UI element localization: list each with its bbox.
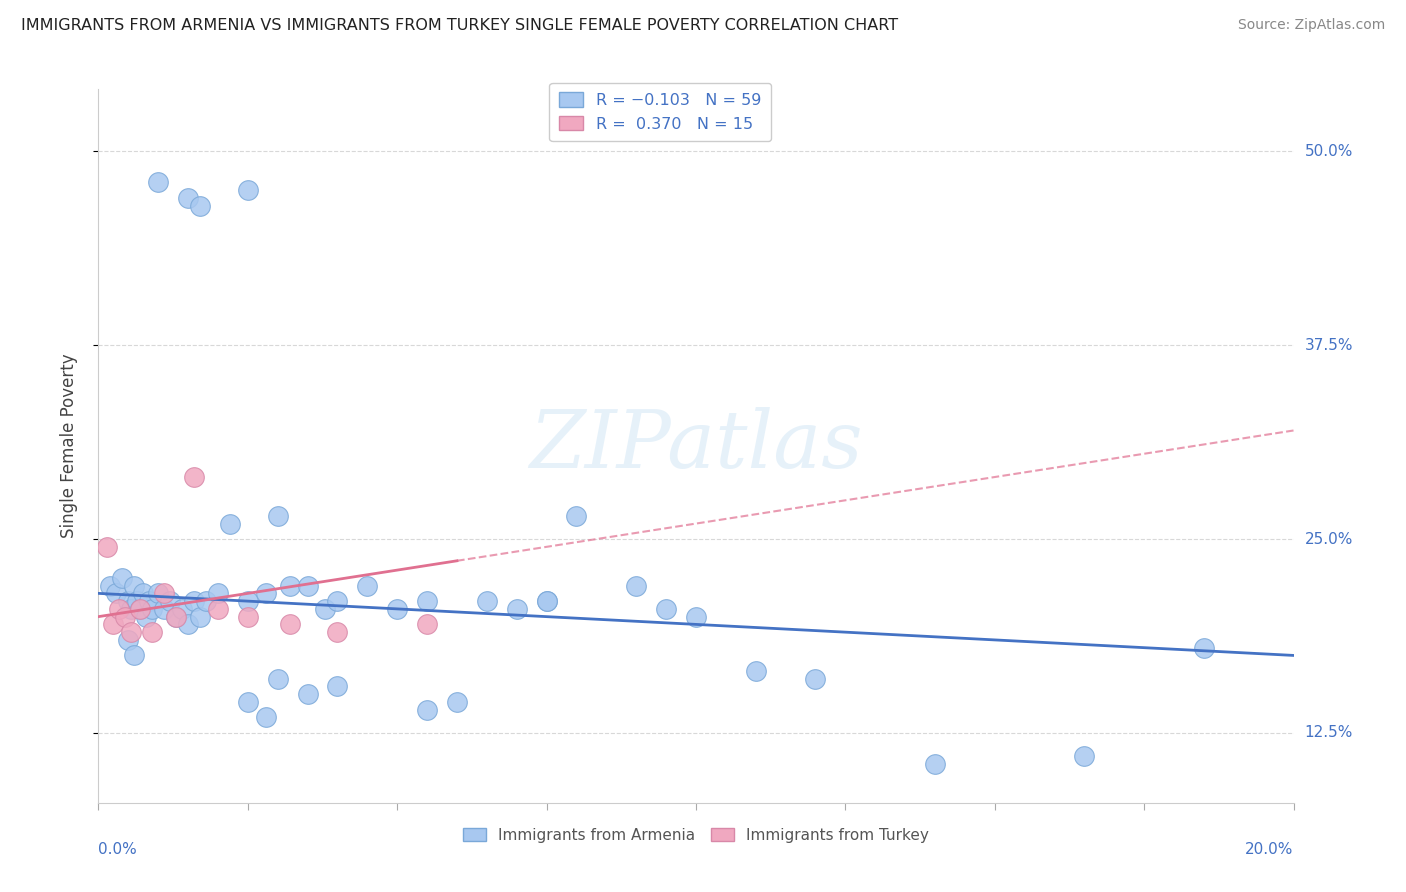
Point xyxy=(183,594,205,608)
Point xyxy=(1192,640,1215,655)
Point xyxy=(446,695,468,709)
Point xyxy=(117,594,139,608)
Point xyxy=(153,602,176,616)
Point xyxy=(117,632,139,647)
Point xyxy=(124,648,146,663)
Y-axis label: Single Female Poverty: Single Female Poverty xyxy=(59,354,77,538)
Point xyxy=(416,703,439,717)
Text: 12.5%: 12.5% xyxy=(1305,725,1353,740)
Point xyxy=(536,594,558,608)
Point xyxy=(98,579,122,593)
Point xyxy=(132,586,155,600)
Point xyxy=(177,191,200,205)
Point xyxy=(124,579,146,593)
Text: 37.5%: 37.5% xyxy=(1305,338,1353,352)
Point xyxy=(326,594,349,608)
Point xyxy=(148,586,170,600)
Point xyxy=(159,594,181,608)
Point xyxy=(236,183,259,197)
Point xyxy=(114,609,136,624)
Text: ZIPatlas: ZIPatlas xyxy=(529,408,863,484)
Point xyxy=(183,470,205,484)
Point xyxy=(385,602,409,616)
Point xyxy=(165,609,187,624)
Text: 25.0%: 25.0% xyxy=(1305,532,1353,547)
Point xyxy=(188,609,211,624)
Point xyxy=(297,579,319,593)
Point xyxy=(141,602,163,616)
Point xyxy=(506,602,529,616)
Text: 20.0%: 20.0% xyxy=(1246,842,1294,856)
Point xyxy=(172,602,194,616)
Point xyxy=(148,175,170,189)
Point xyxy=(111,571,134,585)
Point xyxy=(153,586,176,600)
Point xyxy=(536,594,558,608)
Point xyxy=(315,602,337,616)
Point xyxy=(127,594,149,608)
Point xyxy=(195,594,218,608)
Text: Source: ZipAtlas.com: Source: ZipAtlas.com xyxy=(1237,18,1385,32)
Point xyxy=(416,617,439,632)
Point xyxy=(188,198,211,212)
Legend: Immigrants from Armenia, Immigrants from Turkey: Immigrants from Armenia, Immigrants from… xyxy=(457,822,935,848)
Point xyxy=(219,516,242,531)
Point xyxy=(165,609,187,624)
Point xyxy=(108,602,131,616)
Point xyxy=(565,508,588,523)
Point xyxy=(120,602,142,616)
Point xyxy=(267,508,290,523)
Point xyxy=(356,579,378,593)
Point xyxy=(297,687,319,701)
Point xyxy=(804,672,827,686)
Point xyxy=(103,617,125,632)
Point xyxy=(236,695,259,709)
Point xyxy=(120,625,142,640)
Point xyxy=(207,586,229,600)
Point xyxy=(416,594,439,608)
Point xyxy=(1073,749,1095,764)
Point xyxy=(626,579,648,593)
Point xyxy=(236,594,259,608)
Text: 50.0%: 50.0% xyxy=(1305,144,1353,159)
Point xyxy=(254,710,277,724)
Point xyxy=(745,664,768,678)
Point xyxy=(129,602,152,616)
Text: IMMIGRANTS FROM ARMENIA VS IMMIGRANTS FROM TURKEY SINGLE FEMALE POVERTY CORRELAT: IMMIGRANTS FROM ARMENIA VS IMMIGRANTS FR… xyxy=(21,18,898,33)
Point xyxy=(326,680,349,694)
Point xyxy=(129,602,152,616)
Point xyxy=(207,602,229,616)
Point xyxy=(138,594,160,608)
Point xyxy=(236,609,259,624)
Point xyxy=(278,579,301,593)
Point xyxy=(135,609,157,624)
Point xyxy=(254,586,277,600)
Point xyxy=(105,586,128,600)
Point xyxy=(685,609,707,624)
Text: 0.0%: 0.0% xyxy=(98,842,138,856)
Point xyxy=(177,617,200,632)
Point xyxy=(655,602,678,616)
Point xyxy=(267,672,290,686)
Point xyxy=(141,625,163,640)
Point xyxy=(924,757,946,772)
Point xyxy=(475,594,498,608)
Point xyxy=(326,625,349,640)
Point xyxy=(96,540,118,554)
Point xyxy=(278,617,301,632)
